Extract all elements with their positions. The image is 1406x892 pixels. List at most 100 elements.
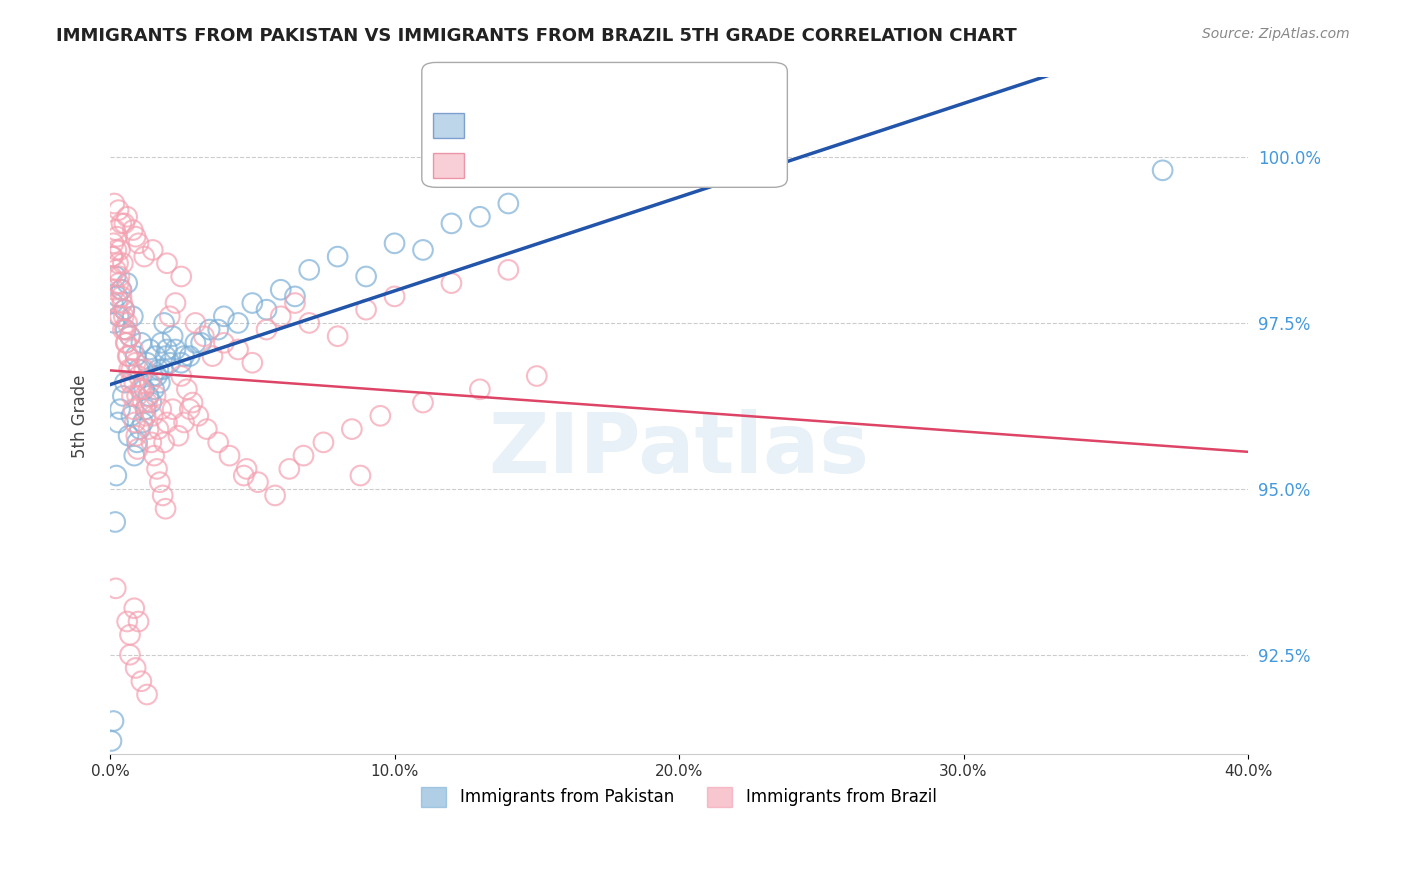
Point bbox=[212, 335, 235, 350]
Point bbox=[155, 349, 177, 363]
Point bbox=[173, 349, 195, 363]
Point bbox=[139, 376, 162, 390]
Point bbox=[103, 714, 125, 728]
Point bbox=[128, 362, 150, 376]
Point bbox=[146, 369, 169, 384]
Point bbox=[104, 263, 127, 277]
Point bbox=[112, 302, 135, 317]
Point bbox=[122, 402, 145, 417]
Point bbox=[179, 402, 201, 417]
Point bbox=[122, 449, 145, 463]
Point bbox=[162, 329, 184, 343]
Point bbox=[136, 395, 159, 409]
Point bbox=[114, 335, 136, 350]
Point bbox=[131, 382, 153, 396]
Point bbox=[412, 395, 434, 409]
Point bbox=[138, 389, 160, 403]
Point bbox=[153, 316, 176, 330]
Point bbox=[105, 289, 128, 303]
Point bbox=[468, 210, 491, 224]
Point bbox=[354, 302, 377, 317]
Point bbox=[312, 435, 335, 450]
Point bbox=[114, 322, 136, 336]
Point bbox=[384, 289, 406, 303]
Point bbox=[101, 250, 124, 264]
Point bbox=[127, 389, 149, 403]
Point bbox=[128, 369, 150, 384]
Text: R = 0.016   N = 120: R = 0.016 N = 120 bbox=[443, 152, 624, 169]
Point bbox=[354, 269, 377, 284]
Point bbox=[498, 263, 520, 277]
Point bbox=[138, 422, 160, 436]
Point bbox=[142, 243, 165, 257]
Point bbox=[135, 402, 157, 417]
Point bbox=[132, 416, 155, 430]
Point bbox=[100, 269, 122, 284]
Legend: Immigrants from Pakistan, Immigrants from Brazil: Immigrants from Pakistan, Immigrants fro… bbox=[415, 780, 943, 814]
Point bbox=[112, 216, 135, 230]
Point bbox=[212, 310, 235, 324]
Point bbox=[218, 449, 240, 463]
Point bbox=[156, 256, 179, 270]
Point bbox=[193, 329, 215, 343]
Point bbox=[127, 435, 149, 450]
Point bbox=[131, 335, 153, 350]
Point bbox=[114, 322, 136, 336]
Text: R = 0.411   N = 70: R = 0.411 N = 70 bbox=[443, 112, 613, 129]
Point bbox=[110, 289, 132, 303]
Point bbox=[135, 409, 157, 423]
Point bbox=[100, 734, 122, 748]
Point bbox=[124, 661, 146, 675]
Point bbox=[173, 416, 195, 430]
Point bbox=[118, 648, 141, 662]
Point bbox=[103, 316, 125, 330]
Point bbox=[118, 628, 141, 642]
Point bbox=[108, 402, 131, 417]
Point bbox=[150, 402, 173, 417]
Point bbox=[246, 475, 269, 490]
Point bbox=[498, 196, 520, 211]
Point bbox=[240, 296, 263, 310]
Point bbox=[107, 256, 129, 270]
Point bbox=[134, 362, 156, 376]
Point bbox=[104, 515, 127, 529]
Point bbox=[184, 335, 207, 350]
Point bbox=[129, 422, 152, 436]
Point bbox=[115, 335, 138, 350]
Point bbox=[170, 369, 193, 384]
Point bbox=[103, 283, 125, 297]
Point bbox=[190, 335, 212, 350]
Text: IMMIGRANTS FROM PAKISTAN VS IMMIGRANTS FROM BRAZIL 5TH GRADE CORRELATION CHART: IMMIGRANTS FROM PAKISTAN VS IMMIGRANTS F… bbox=[56, 27, 1017, 45]
Point bbox=[226, 316, 249, 330]
Point bbox=[103, 196, 125, 211]
Point bbox=[440, 276, 463, 290]
Point bbox=[118, 362, 141, 376]
Point bbox=[101, 296, 124, 310]
Point bbox=[187, 409, 209, 423]
Point bbox=[146, 462, 169, 476]
Point bbox=[110, 283, 132, 297]
Point bbox=[184, 316, 207, 330]
Point bbox=[235, 462, 257, 476]
Text: Source: ZipAtlas.com: Source: ZipAtlas.com bbox=[1202, 27, 1350, 41]
Text: ZIPatlas: ZIPatlas bbox=[488, 409, 869, 491]
Point bbox=[111, 296, 134, 310]
Point bbox=[142, 409, 165, 423]
Point bbox=[278, 462, 301, 476]
Point bbox=[132, 395, 155, 409]
Point bbox=[118, 329, 141, 343]
Point bbox=[270, 310, 292, 324]
Point bbox=[110, 283, 132, 297]
Point bbox=[107, 276, 129, 290]
Point bbox=[103, 236, 125, 251]
Point bbox=[121, 343, 143, 357]
Point bbox=[440, 216, 463, 230]
Point bbox=[124, 356, 146, 370]
Point bbox=[152, 362, 174, 376]
Point bbox=[148, 422, 170, 436]
Point bbox=[104, 582, 127, 596]
Point bbox=[298, 316, 321, 330]
Point bbox=[340, 422, 363, 436]
Point bbox=[124, 349, 146, 363]
Point bbox=[170, 269, 193, 284]
